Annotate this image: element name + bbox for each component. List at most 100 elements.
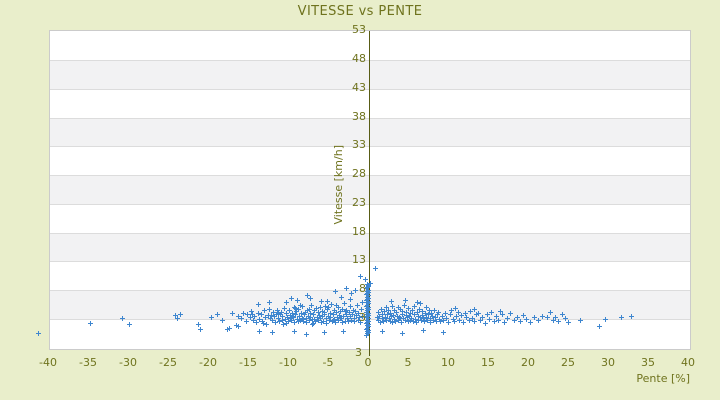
scatter-point <box>257 317 263 322</box>
scatter-point <box>286 308 292 314</box>
scatter-point <box>198 326 203 332</box>
scatter-point <box>274 307 280 313</box>
scatter-point <box>341 314 347 320</box>
scatter-point <box>250 317 256 323</box>
scatter-point <box>359 314 365 320</box>
scatter-point <box>406 314 412 320</box>
scatter-point <box>296 307 302 313</box>
scatter-point <box>282 317 288 322</box>
x-tick-label: -20 <box>199 356 217 369</box>
plot-band <box>50 31 690 61</box>
scatter-point <box>318 304 323 310</box>
x-tick-label: 40 <box>681 356 695 369</box>
scatter-point <box>365 281 371 287</box>
scatter-point <box>236 313 242 319</box>
scatter-point <box>499 312 505 318</box>
scatter-point <box>281 322 287 328</box>
y-tick-label: 43 <box>352 80 366 94</box>
scatter-point <box>471 307 477 313</box>
gridline <box>50 290 690 292</box>
scatter-point <box>508 311 514 317</box>
scatter-point <box>360 300 366 306</box>
scatter-point <box>540 314 546 320</box>
scatter-point <box>365 285 371 291</box>
scatter-point <box>352 318 358 324</box>
scatter-point <box>270 310 276 316</box>
scatter-point <box>447 311 453 317</box>
scatter-point <box>415 313 421 319</box>
scatter-point <box>536 317 542 323</box>
scatter-point <box>319 314 325 320</box>
scatter-point <box>387 319 393 325</box>
scatter-point <box>389 299 395 305</box>
scatter-point <box>410 318 416 324</box>
scatter-point <box>313 319 319 325</box>
scatter-point <box>502 319 507 325</box>
scatter-point <box>280 314 286 320</box>
scatter-point <box>291 305 297 311</box>
scatter-point <box>320 308 326 314</box>
gridline <box>50 60 690 62</box>
scatter-point <box>418 315 423 321</box>
scatter-point <box>302 311 307 317</box>
scatter-point <box>394 313 400 319</box>
scatter-point <box>518 319 523 325</box>
scatter-point <box>419 312 425 318</box>
scatter-point <box>410 307 415 313</box>
scatter-point <box>357 315 363 321</box>
scatter-point <box>294 298 300 303</box>
plot-band <box>50 117 690 147</box>
scatter-point <box>385 312 391 318</box>
scatter-point <box>316 310 322 316</box>
scatter-point <box>209 314 215 320</box>
scatter-point <box>602 317 608 322</box>
scatter-point <box>446 319 451 325</box>
scatter-point <box>403 312 409 318</box>
x-tick-label: -5 <box>322 356 334 369</box>
x-tick-label: -15 <box>239 356 257 369</box>
scatter-point <box>441 318 447 324</box>
scatter-point <box>453 306 459 312</box>
x-tick-label: 30 <box>601 356 615 369</box>
scatter-point <box>458 312 464 318</box>
scatter-point <box>393 318 399 324</box>
scatter-point <box>368 280 374 286</box>
scatter-point <box>566 320 571 326</box>
scatter-point <box>478 317 483 323</box>
scatter-point <box>364 315 370 321</box>
scatter-point <box>486 317 492 322</box>
scatter-point <box>618 315 624 321</box>
scatter-point <box>319 299 325 305</box>
scatter-point <box>196 322 202 328</box>
scatter-point <box>374 314 380 320</box>
scatter-point <box>275 315 281 321</box>
gridline <box>50 88 690 90</box>
scatter-point <box>398 315 404 321</box>
scatter-point <box>334 302 340 308</box>
scatter-point <box>261 320 267 326</box>
scatter-point <box>441 329 447 335</box>
scatter-point <box>266 306 272 312</box>
scatter-point <box>485 311 491 317</box>
scatter-point <box>325 298 331 304</box>
scatter-point <box>314 306 319 312</box>
scatter-point <box>553 315 559 321</box>
scatter-point <box>406 306 412 312</box>
scatter-point <box>321 318 327 324</box>
scatter-point <box>409 315 415 321</box>
scatter-point <box>348 297 354 303</box>
scatter-point <box>317 315 323 321</box>
scatter-point <box>350 307 356 313</box>
scatter-point <box>274 311 279 317</box>
scatter-point <box>346 319 351 325</box>
scatter-point <box>449 308 455 314</box>
scatter-point <box>300 304 306 310</box>
scatter-point <box>386 308 391 314</box>
scatter-point <box>402 302 407 308</box>
gridline <box>50 175 690 177</box>
scatter-point <box>305 292 311 298</box>
scatter-point <box>235 324 241 330</box>
scatter-point <box>295 319 301 325</box>
scatter-point <box>270 329 275 335</box>
scatter-point <box>402 318 408 324</box>
